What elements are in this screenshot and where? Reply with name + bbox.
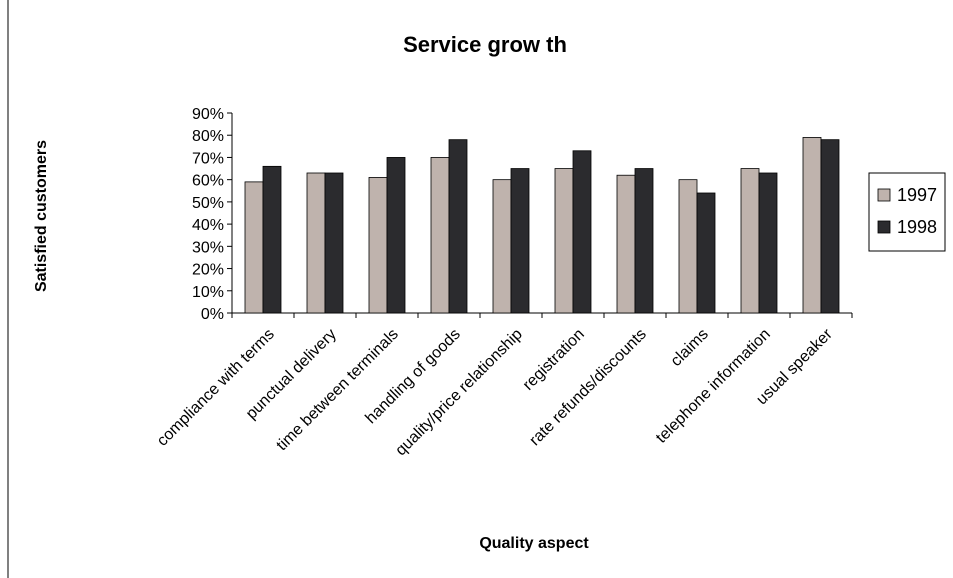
y-axis-label: Satisfied customers xyxy=(33,140,50,292)
bar-1998 xyxy=(262,165,282,314)
y-tick-label: 70% xyxy=(192,150,224,167)
bar-1998 xyxy=(386,157,406,314)
bar-1998 xyxy=(510,168,530,314)
bar-1997 xyxy=(430,157,450,314)
y-tick-label: 90% xyxy=(192,106,224,123)
bar-1998 xyxy=(448,139,468,314)
category-label: telephone information xyxy=(653,326,774,447)
x-axis-label: Quality aspect xyxy=(479,535,589,552)
legend-swatch-1998 xyxy=(877,220,891,234)
y-tick-label: 30% xyxy=(192,239,224,256)
y-tick-label: 60% xyxy=(192,173,224,190)
bar-1997 xyxy=(740,168,760,314)
category-label: registration xyxy=(520,326,588,394)
category-label: quality/price relationship xyxy=(392,326,525,459)
legend-label: 1997 xyxy=(897,185,937,205)
bar-1997 xyxy=(306,172,326,314)
bar-1997 xyxy=(368,177,388,314)
bar-1997 xyxy=(492,179,512,314)
category-label: time between terminals xyxy=(273,326,401,454)
chart-title: Service grow th xyxy=(403,32,567,57)
category-label: rate refunds/discounts xyxy=(526,326,649,449)
legend-frame xyxy=(868,172,946,252)
bar-1997 xyxy=(616,174,636,314)
y-tick-label: 50% xyxy=(192,195,224,212)
category-label: claims xyxy=(668,326,712,370)
bar-1997 xyxy=(802,137,822,314)
y-tick-label: 10% xyxy=(192,284,224,301)
bar-1998 xyxy=(758,172,778,314)
category-label: compliance with terms xyxy=(154,326,278,450)
y-tick-label: 80% xyxy=(192,128,224,145)
legend: 1997 1998 xyxy=(868,172,946,252)
bar-1998 xyxy=(820,139,840,314)
bar-1998 xyxy=(572,150,592,314)
bar-1998 xyxy=(696,192,716,314)
legend-swatch-1997 xyxy=(877,188,891,202)
y-tick-label: 20% xyxy=(192,262,224,279)
bar-1997 xyxy=(244,181,264,314)
bar-1998 xyxy=(324,172,344,314)
y-tick-label: 0% xyxy=(201,306,224,323)
bar-1998 xyxy=(634,168,654,314)
legend-label: 1998 xyxy=(897,217,937,237)
y-tick-label: 40% xyxy=(192,217,224,234)
bar-1997 xyxy=(678,179,698,314)
bar-1997 xyxy=(554,168,574,314)
plot-area: 0% 10% 20% 30% 40% 50% 60% 70% 80% 90% compliance … xyxy=(154,106,853,459)
